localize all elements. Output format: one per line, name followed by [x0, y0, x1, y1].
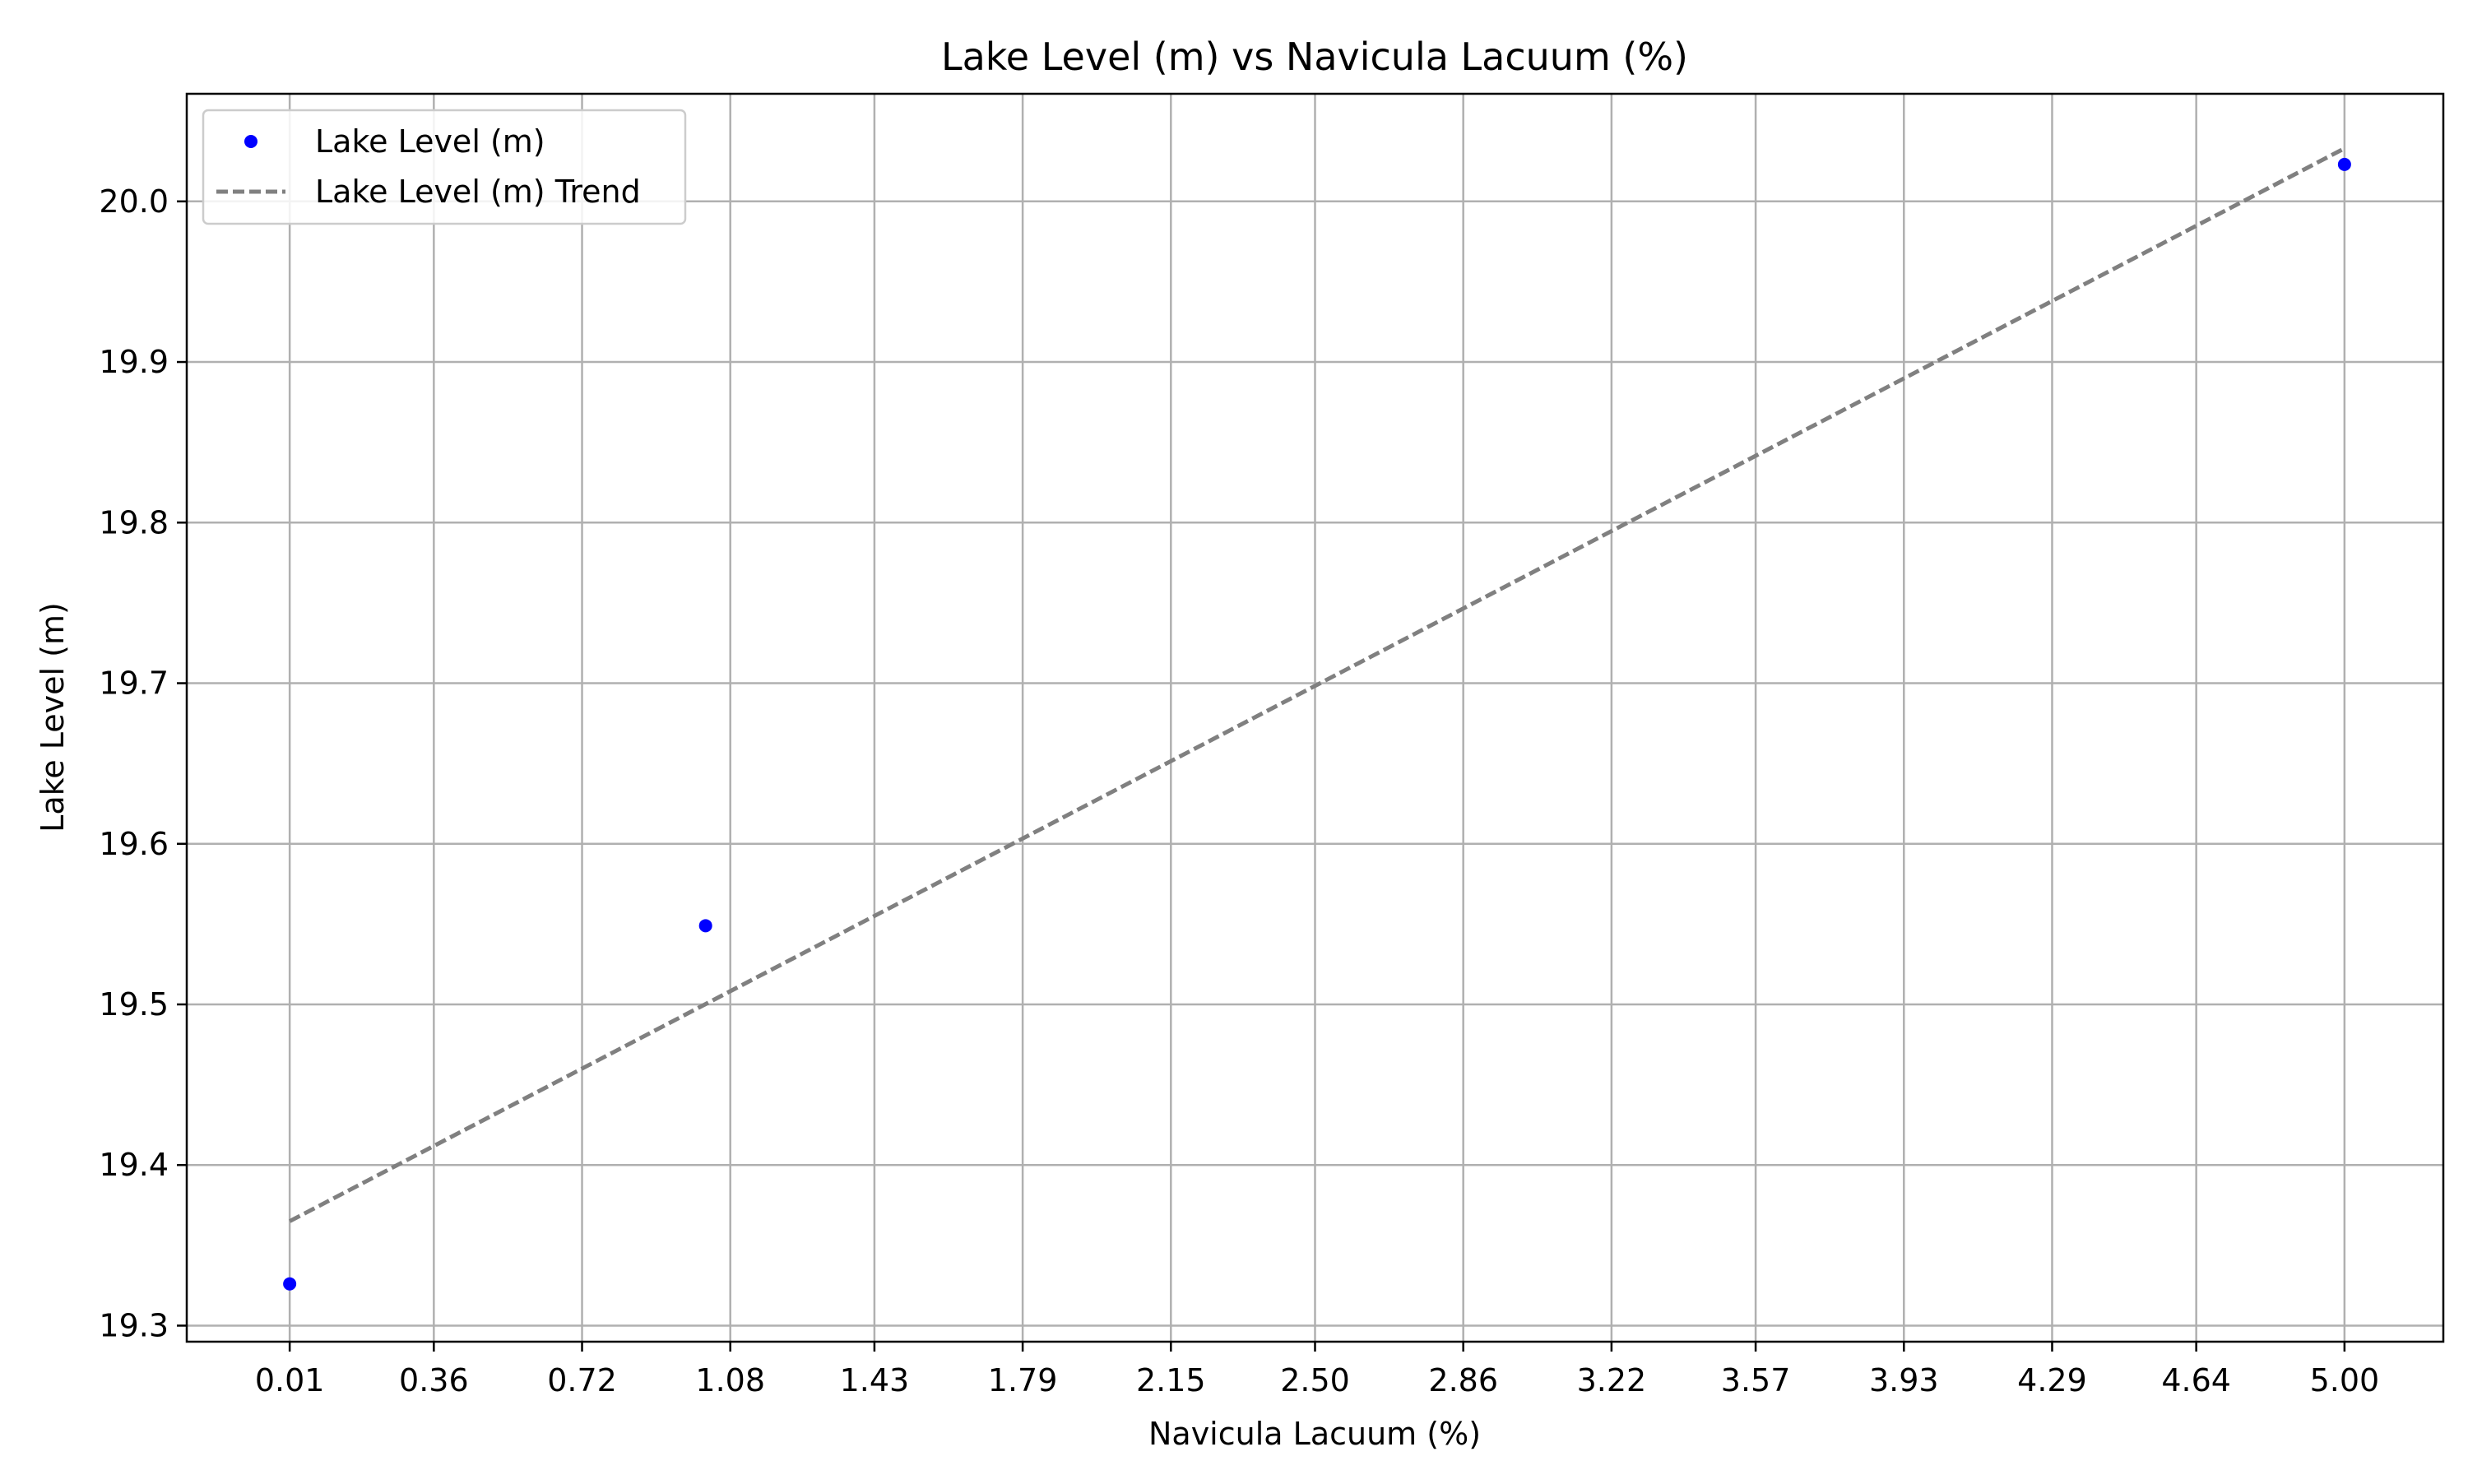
x-tick-label: 0.01 [255, 1362, 325, 1398]
legend-box [202, 109, 687, 225]
y-axis-label: Lake Level (m) [35, 602, 71, 832]
x-tick-label: 1.43 [840, 1362, 910, 1398]
scatter-point [283, 1277, 297, 1291]
trend-line [288, 146, 2346, 1223]
grid-layer [187, 94, 2443, 1342]
x-tick-label: 5.00 [2310, 1362, 2380, 1398]
x-axis-ticks: 0.01 0.36 0.72 1.08 1.43 1.79 2.15 2.50 2.86 3.22… [255, 1342, 2379, 1398]
x-axis-label: Navicula Lacuum (%) [1148, 1416, 1481, 1452]
y-tick-label: 19.6 [99, 826, 169, 862]
scatter-point [698, 919, 712, 933]
y-tick-label: 19.5 [99, 986, 169, 1023]
legend: Lake Level (m) Lake Level (m) Trend [202, 109, 687, 225]
x-tick-label: 3.57 [1721, 1362, 1791, 1398]
y-tick-label: 19.7 [99, 665, 169, 702]
x-tick-label: 4.64 [2161, 1362, 2231, 1398]
x-tick-label: 2.86 [1428, 1362, 1498, 1398]
x-tick-label: 2.50 [1280, 1362, 1350, 1398]
points-layer [283, 157, 2351, 1291]
legend-label-trend: Lake Level (m) Trend [315, 174, 641, 210]
chart-title: Lake Level (m) vs Navicula Lacuum (%) [941, 35, 1688, 79]
y-tick-label: 19.9 [99, 344, 169, 380]
legend-label-scatter: Lake Level (m) [315, 123, 545, 160]
x-tick-label: 2.15 [1136, 1362, 1206, 1398]
x-tick-label: 4.29 [2017, 1362, 2087, 1398]
x-tick-label: 0.36 [399, 1362, 469, 1398]
y-tick-label: 20.0 [99, 183, 169, 220]
x-tick-label: 3.22 [1577, 1362, 1647, 1398]
scatter-point [2337, 157, 2351, 171]
legend-scatter-marker [244, 135, 257, 148]
y-axis-ticks: 19.3 19.4 19.5 19.6 19.7 19.8 19.9 20.0 [99, 183, 187, 1343]
x-tick-label: 1.79 [988, 1362, 1058, 1398]
x-tick-label: 3.93 [1869, 1362, 1939, 1398]
y-tick-label: 19.8 [99, 504, 169, 540]
y-tick-label: 19.4 [99, 1147, 169, 1183]
trend-layer [288, 146, 2346, 1223]
y-tick-label: 19.3 [99, 1307, 169, 1343]
x-tick-label: 0.72 [547, 1362, 617, 1398]
x-tick-label: 1.08 [695, 1362, 765, 1398]
